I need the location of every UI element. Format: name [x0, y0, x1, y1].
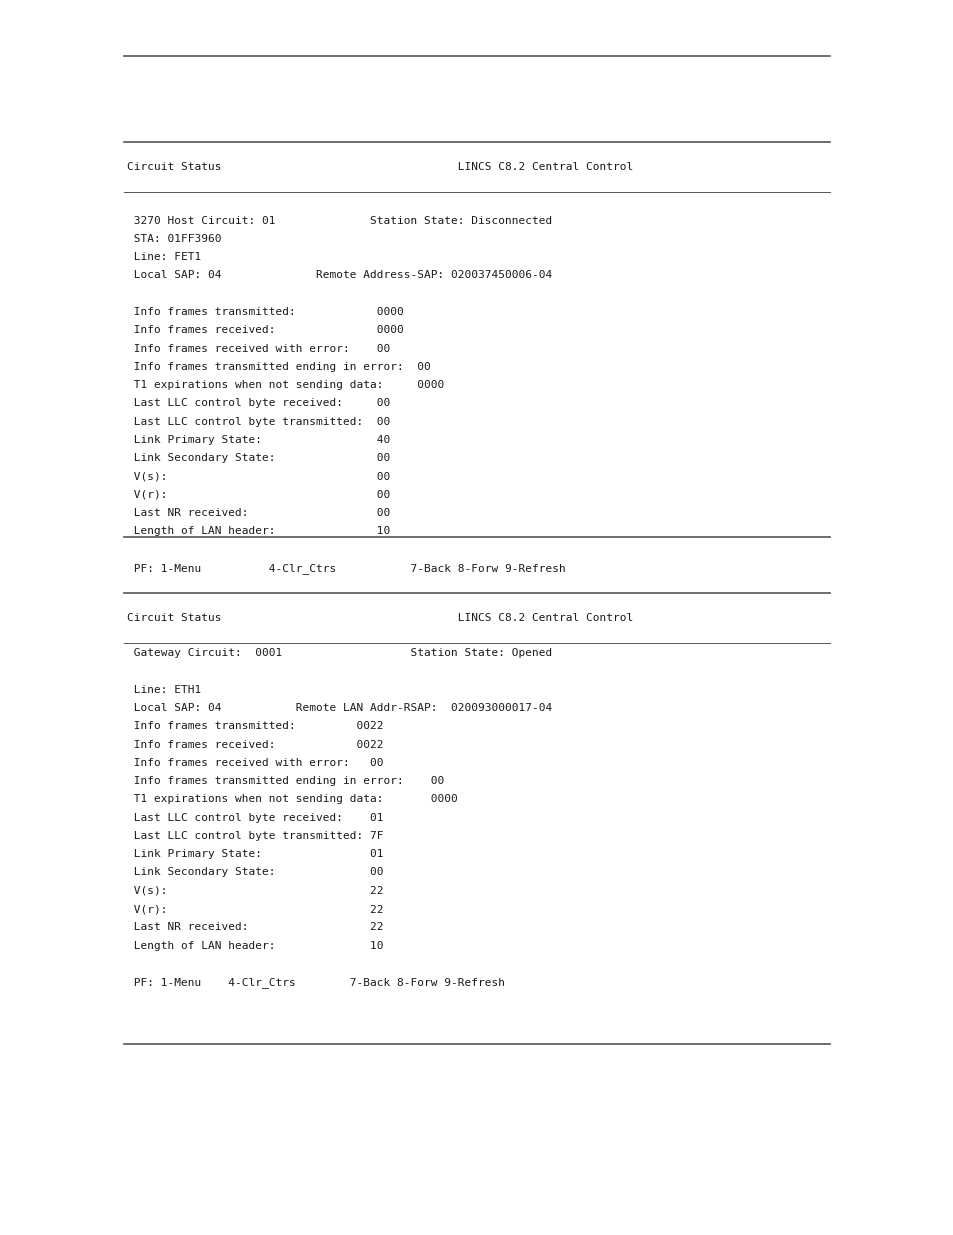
Text: V(r):                               00: V(r): 00: [127, 490, 390, 500]
Text: Link Primary State:                 40: Link Primary State: 40: [127, 435, 390, 445]
Text: PF: 1-Menu          4-Clr_Ctrs           7-Back 8-Forw 9-Refresh: PF: 1-Menu 4-Clr_Ctrs 7-Back 8-Forw 9-Re…: [127, 563, 565, 574]
Text: Info frames received:               0000: Info frames received: 0000: [127, 325, 403, 335]
Text: V(r):                              22: V(r): 22: [127, 904, 383, 914]
Text: Last LLC control byte transmitted:  00: Last LLC control byte transmitted: 00: [127, 416, 390, 426]
Text: Link Secondary State:              00: Link Secondary State: 00: [127, 867, 383, 877]
Text: T1 expirations when not sending data:     0000: T1 expirations when not sending data: 00…: [127, 380, 444, 390]
Text: Link Secondary State:               00: Link Secondary State: 00: [127, 453, 390, 463]
Text: Last LLC control byte received:     00: Last LLC control byte received: 00: [127, 399, 390, 409]
Text: Info frames transmitted:         0022: Info frames transmitted: 0022: [127, 721, 383, 731]
Text: Info frames received with error:    00: Info frames received with error: 00: [127, 343, 390, 353]
Text: PF: 1-Menu    4-Clr_Ctrs        7-Back 8-Forw 9-Refresh: PF: 1-Menu 4-Clr_Ctrs 7-Back 8-Forw 9-Re…: [127, 977, 504, 988]
Text: Last NR received:                  22: Last NR received: 22: [127, 923, 383, 932]
Text: Link Primary State:                01: Link Primary State: 01: [127, 850, 383, 860]
Text: Line: ETH1: Line: ETH1: [127, 684, 201, 694]
Text: STA: 01FF3960: STA: 01FF3960: [127, 233, 221, 243]
Text: Info frames transmitted ending in error:  00: Info frames transmitted ending in error:…: [127, 362, 430, 372]
Text: V(s):                              22: V(s): 22: [127, 885, 383, 895]
Text: Line: FET1: Line: FET1: [127, 252, 201, 262]
Text: 3270 Host Circuit: 01              Station State: Disconnected: 3270 Host Circuit: 01 Station State: Dis…: [127, 216, 552, 226]
Text: Local SAP: 04              Remote Address-SAP: 020037450006-04: Local SAP: 04 Remote Address-SAP: 020037…: [127, 270, 552, 280]
Text: Last LLC control byte transmitted: 7F: Last LLC control byte transmitted: 7F: [127, 831, 383, 841]
Text: Info frames transmitted:            0000: Info frames transmitted: 0000: [127, 308, 403, 317]
Text: Last NR received:                   00: Last NR received: 00: [127, 508, 390, 517]
Text: Info frames transmitted ending in error:    00: Info frames transmitted ending in error:…: [127, 776, 444, 785]
Text: Length of LAN header:              10: Length of LAN header: 10: [127, 941, 383, 951]
Text: Last LLC control byte received:    01: Last LLC control byte received: 01: [127, 813, 383, 823]
Text: Info frames received with error:   00: Info frames received with error: 00: [127, 758, 383, 768]
Text: V(s):                               00: V(s): 00: [127, 472, 390, 482]
Text: Length of LAN header:               10: Length of LAN header: 10: [127, 526, 390, 536]
Text: Circuit Status                                   LINCS C8.2 Central Control: Circuit Status LINCS C8.2 Central Contro…: [127, 613, 633, 622]
Text: T1 expirations when not sending data:       0000: T1 expirations when not sending data: 00…: [127, 794, 457, 804]
Text: Info frames received:            0022: Info frames received: 0022: [127, 740, 383, 750]
Text: Local SAP: 04           Remote LAN Addr-RSAP:  020093000017-04: Local SAP: 04 Remote LAN Addr-RSAP: 0200…: [127, 703, 552, 713]
Text: Circuit Status                                   LINCS C8.2 Central Control: Circuit Status LINCS C8.2 Central Contro…: [127, 162, 633, 172]
Text: Gateway Circuit:  0001                   Station State: Opened: Gateway Circuit: 0001 Station State: Ope…: [127, 648, 552, 658]
